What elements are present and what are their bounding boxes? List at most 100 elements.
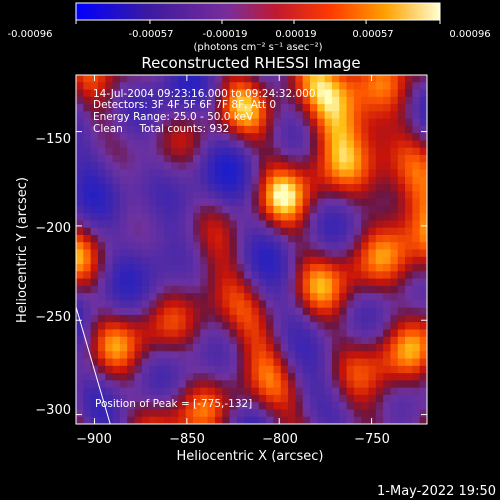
heatmap-cell — [83, 249, 92, 258]
heatmap-cell — [273, 191, 282, 200]
heatmap-cell — [178, 336, 187, 345]
heatmap-cell — [251, 402, 260, 411]
heatmap-cell — [288, 344, 296, 352]
heatmap-cell — [185, 256, 194, 265]
heatmap-cell — [266, 387, 275, 396]
heatmap-cell — [90, 409, 99, 418]
heatmap-cell — [185, 89, 194, 98]
heatmap-cell — [163, 394, 172, 403]
heatmap-cell — [178, 198, 187, 207]
heatmap-cell — [405, 75, 413, 83]
heatmap-cell — [207, 213, 216, 222]
heatmap-cell — [375, 104, 384, 112]
heatmap-cell — [346, 220, 355, 229]
heatmap-cell — [310, 394, 318, 403]
heatmap-cell — [295, 154, 304, 163]
heatmap-cell — [258, 336, 267, 345]
heatmap-cell — [76, 365, 84, 374]
heatmap-cell — [383, 140, 392, 149]
heatmap-cell — [412, 176, 421, 185]
heatmap-cell — [419, 373, 427, 381]
heatmap-cell — [295, 140, 304, 149]
heatmap-cell — [214, 271, 223, 280]
heatmap-cell — [76, 111, 84, 120]
heatmap-cell — [112, 234, 121, 243]
heatmap-cell — [112, 162, 121, 171]
heatmap-cell — [346, 147, 355, 156]
heatmap-cell — [141, 264, 150, 272]
heatmap-cell — [368, 118, 377, 127]
heatmap-cell — [324, 387, 333, 396]
heatmap-cell — [185, 322, 194, 331]
heatmap-cell — [134, 387, 143, 396]
heatmap-cell — [141, 293, 150, 301]
heatmap-cell — [200, 125, 209, 134]
heatmap-cell — [229, 380, 238, 389]
heatmap-cell — [397, 380, 406, 389]
heatmap-cell — [83, 322, 92, 331]
heatmap-cell — [83, 285, 92, 294]
heatmap-cell — [149, 278, 158, 287]
heatmap-cell — [317, 351, 326, 360]
heatmap-cell — [390, 307, 399, 316]
heatmap-cell — [207, 191, 216, 200]
heatmap-cell — [185, 213, 194, 222]
heatmap-cell — [149, 184, 158, 192]
heatmap-cell — [163, 409, 172, 418]
heatmap-cell — [375, 154, 384, 163]
heatmap-cell — [258, 104, 267, 112]
heatmap-cell — [339, 336, 348, 345]
heatmap-cell — [251, 220, 260, 229]
heatmap-cell — [105, 191, 114, 200]
heatmap-cell — [178, 256, 187, 265]
heatmap-cell — [236, 256, 245, 265]
heatmap-cell — [171, 249, 179, 258]
heatmap-cell — [119, 111, 128, 120]
heatmap-cell — [251, 344, 260, 352]
heatmap-cell — [127, 394, 136, 403]
heatmap-cell — [119, 118, 128, 127]
heatmap-cell — [178, 351, 187, 360]
heatmap-cell — [273, 285, 282, 294]
heatmap-cell — [353, 184, 362, 192]
heatmap-cell — [76, 191, 84, 200]
heatmap-cell — [273, 278, 282, 287]
heatmap-cell — [149, 314, 158, 323]
heatmap-cell — [105, 329, 114, 338]
heatmap-cell — [193, 242, 201, 251]
heatmap-cell — [317, 336, 326, 345]
heatmap-cell — [280, 293, 289, 301]
heatmap-cell — [258, 191, 267, 200]
heatmap-cell — [339, 104, 348, 112]
heatmap-cell — [397, 271, 406, 280]
heatmap-cell — [390, 133, 399, 142]
heatmap-cell — [324, 82, 333, 91]
heatmap-cell — [288, 264, 296, 272]
heatmap-cell — [97, 365, 106, 374]
heatmap-cell — [222, 184, 231, 192]
heatmap-cell — [185, 118, 194, 127]
heatmap-cell — [266, 242, 275, 251]
heatmap-cell — [236, 198, 245, 207]
heatmap-cell — [163, 104, 172, 112]
heatmap-cell — [119, 380, 128, 389]
heatmap-cell — [390, 285, 399, 294]
heatmap-cell — [383, 373, 392, 381]
heatmap-cell — [258, 118, 267, 127]
heatmap-cell — [105, 394, 114, 403]
heatmap-cell — [353, 213, 362, 222]
heatmap-cell — [346, 256, 355, 265]
heatmap-cell — [288, 329, 296, 338]
heatmap-cell — [207, 154, 216, 163]
heatmap-cell — [251, 300, 260, 309]
heatmap-cell — [310, 365, 318, 374]
heatmap-cell — [149, 118, 158, 127]
heatmap-cell — [258, 358, 267, 367]
heatmap-cell — [339, 249, 348, 258]
heatmap-cell — [171, 278, 179, 287]
heatmap-cell — [171, 125, 179, 134]
heatmap-cell — [288, 416, 296, 424]
heatmap-cell — [412, 198, 421, 207]
heatmap-cell — [163, 125, 172, 134]
heatmap-cell — [353, 169, 362, 178]
